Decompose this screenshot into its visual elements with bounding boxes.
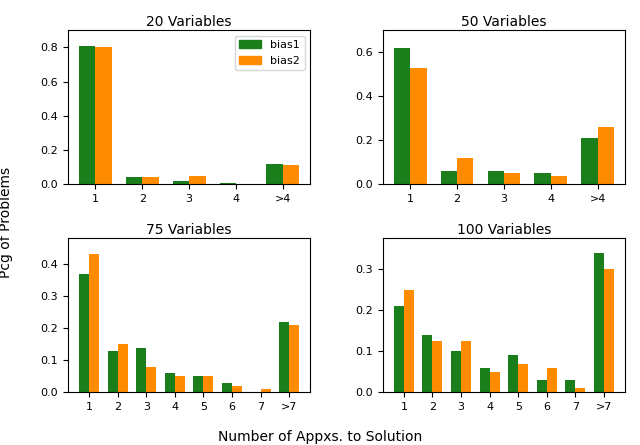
- Text: Number of Appxs. to Solution: Number of Appxs. to Solution: [218, 429, 422, 444]
- Bar: [537, 380, 547, 392]
- Bar: [504, 174, 520, 184]
- Bar: [147, 367, 156, 392]
- Bar: [118, 344, 127, 392]
- Bar: [575, 388, 586, 392]
- Bar: [461, 341, 471, 392]
- Bar: [604, 269, 614, 392]
- Bar: [551, 175, 567, 184]
- Bar: [222, 383, 232, 392]
- Bar: [165, 373, 175, 392]
- Bar: [232, 386, 242, 392]
- Bar: [175, 376, 185, 392]
- Title: 100 Variables: 100 Variables: [457, 223, 551, 237]
- Bar: [89, 255, 99, 392]
- Bar: [266, 164, 283, 184]
- Bar: [193, 376, 204, 392]
- Bar: [289, 325, 300, 392]
- Bar: [594, 253, 604, 392]
- Bar: [565, 380, 575, 392]
- Bar: [136, 348, 147, 392]
- Bar: [581, 138, 598, 184]
- Title: 75 Variables: 75 Variables: [147, 223, 232, 237]
- Bar: [394, 48, 410, 184]
- Bar: [508, 356, 518, 392]
- Bar: [204, 376, 214, 392]
- Bar: [598, 127, 614, 184]
- Bar: [394, 306, 404, 392]
- Bar: [220, 183, 236, 184]
- Bar: [108, 351, 118, 392]
- Legend: bias1, bias2: bias1, bias2: [235, 36, 305, 70]
- Text: Pcg of Problems: Pcg of Problems: [0, 167, 13, 278]
- Bar: [79, 274, 89, 392]
- Bar: [547, 368, 557, 392]
- Bar: [441, 171, 457, 184]
- Bar: [479, 368, 490, 392]
- Bar: [173, 181, 189, 184]
- Bar: [189, 176, 205, 184]
- Bar: [488, 171, 504, 184]
- Title: 20 Variables: 20 Variables: [147, 15, 232, 29]
- Bar: [534, 174, 551, 184]
- Bar: [79, 45, 95, 184]
- Bar: [260, 389, 271, 392]
- Bar: [142, 178, 159, 184]
- Bar: [279, 322, 289, 392]
- Bar: [451, 352, 461, 392]
- Bar: [410, 68, 427, 184]
- Bar: [457, 158, 474, 184]
- Bar: [490, 372, 500, 392]
- Bar: [404, 290, 414, 392]
- Title: 50 Variables: 50 Variables: [461, 15, 547, 29]
- Bar: [283, 166, 300, 184]
- Bar: [518, 364, 528, 392]
- Bar: [95, 47, 112, 184]
- Bar: [433, 341, 442, 392]
- Bar: [126, 178, 142, 184]
- Bar: [422, 335, 433, 392]
